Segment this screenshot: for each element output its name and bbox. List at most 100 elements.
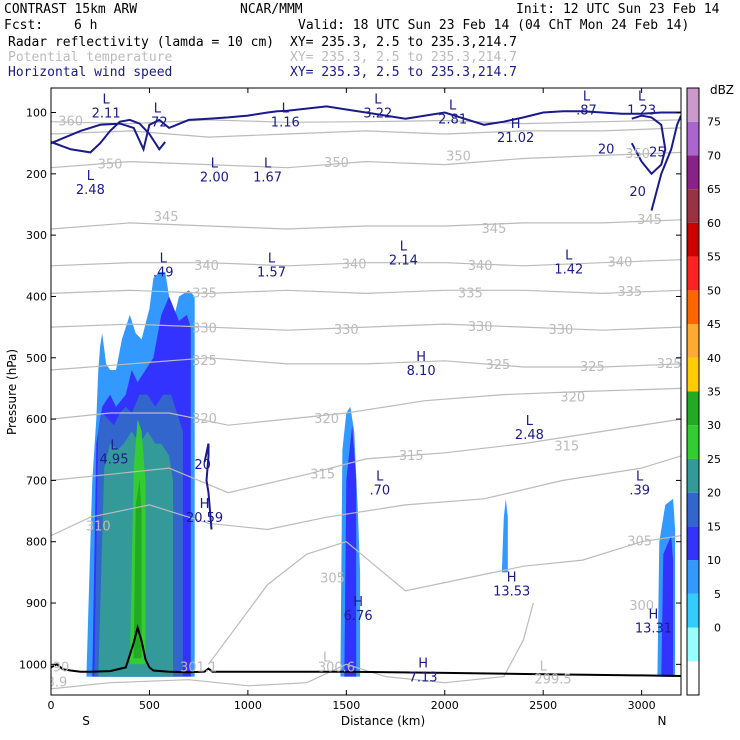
field-3-xy: XY= 235.3, 2.5 to 235.3,214.7 [290,65,517,80]
plot-frame [50,87,682,696]
theta-label-0: 360 [58,115,83,130]
y-tick-label-500: 500 [26,352,47,365]
theta-contours-layer [51,119,681,690]
theta-label-33: 301.1 [180,660,217,675]
wind-label-3: 20 [194,458,211,473]
colorbar-label-45: 45 [707,318,721,331]
field-2-xy: XY= 235.3, 2.5 to 235.3,214.7 [290,50,517,65]
y-tick-label-1000: 1000 [19,658,47,671]
colorbar-label-60: 60 [707,217,721,230]
extremum-value-16: 2.48 [515,428,544,443]
theta-label-18: 330 [548,323,573,338]
y-tick-label-900: 900 [26,597,47,610]
extremum-L-marker-13: L [400,239,408,254]
init-time: Init: 12 UTC Sun 23 Feb 14 [516,2,720,17]
theta-label-10: 340 [468,259,493,274]
extremum-H-marker-23: H [649,607,659,622]
colorbar-swatch-9 [687,357,699,392]
theta-contour-330 [51,323,681,331]
extremum-L-marker-17: L [110,439,118,454]
extremum-H-marker-22: H [353,595,363,610]
reflectivity-area-6 [661,535,674,677]
theta-label-13: 335 [458,286,483,301]
x-end-label-north: N [658,714,667,728]
extremum-L-marker-12: L [268,252,276,267]
x-tick-label-1000: 1000 [234,699,262,712]
theta-label-28: 315 [554,440,579,455]
colorbar-label-70: 70 [707,149,721,162]
extremum-value-8: 2.48 [76,183,105,198]
extremum-H-marker-7: H [511,117,521,132]
theta-label-17: 330 [468,320,493,335]
extremum-H-marker-24: H [418,656,428,671]
colorbar-label-55: 55 [707,251,721,264]
field-2-name: Potential temperature [8,50,173,65]
theta-label-1: 350 [98,158,123,173]
y-tick-label-600: 600 [26,413,47,426]
y-tick-label-700: 700 [26,474,47,487]
theta-label-36: 290 [44,660,69,675]
wind-contour-4 [203,443,213,530]
extremum-L-marker-25: L [323,650,331,665]
extremum-value-23: 13.31 [635,621,672,636]
extremum-L-marker-8: L [87,169,95,184]
colorbar-label-5: 5 [714,588,721,601]
theta-contour-350 [51,151,681,169]
model-title: CONTRAST 15km ARW [4,2,138,17]
wind-labels-layer: 20 25 20 20 [194,142,665,473]
colorbar-label-65: 65 [707,183,721,196]
extremum-L-marker-9: L [211,157,219,172]
colorbar-label-0: 0 [714,622,721,635]
theta-label-32: 300 [629,599,654,614]
colorbar-label-50: 50 [707,284,721,297]
colorbar-label-35: 35 [707,386,721,399]
valid-time: Valid: 18 UTC Sun 23 Feb 14 (04 ChT Mon … [298,18,690,33]
y-tick-label-300: 300 [26,229,47,242]
wind-label-2: 20 [629,185,646,200]
theta-contour-335 [51,289,681,295]
extremum-L-marker-2: L [282,102,290,117]
wind-contour-3 [650,115,681,211]
theta-label-25: 320 [560,391,585,406]
extremum-L-marker-6: L [638,89,646,104]
colorbar-label-40: 40 [707,352,721,365]
colorbar-swatch-8 [687,391,699,426]
fcst-value: 6 h [74,18,98,33]
colorbar-swatch-15 [687,155,699,190]
theta-label-8: 340 [194,259,219,274]
extremum-L-marker-5: L [583,89,591,104]
theta-label-3: 350 [446,150,471,165]
extremum-value-2: 1.16 [271,116,300,131]
extremum-L-marker-19: L [376,469,384,484]
theta-label-29: 310 [86,519,111,534]
extremum-value-17: 4.95 [100,453,129,468]
fcst-label: Fcst: [4,18,44,33]
colorbar-label-25: 25 [707,453,721,466]
colorbar-label-75: 75 [707,116,721,129]
reflectivity-layer [86,271,676,677]
extremum-value-22: 6.76 [344,609,373,624]
colorbar-unit: dBZ [710,83,734,97]
colorbar-label-10: 10 [707,554,721,567]
theta-label-14: 335 [617,285,642,300]
y-tick-label-400: 400 [26,290,47,303]
colorbar-swatch-12 [687,256,699,291]
extremum-L-marker-1: L [154,102,162,117]
theta-label-21: 325 [580,360,605,375]
extremum-L-marker-14: L [565,249,573,264]
x-end-label-south: S [82,714,90,728]
theta-label-4: 350 [625,147,650,162]
theta-label-35: 299.5 [534,673,571,688]
y-tick-label-100: 100 [26,107,47,120]
x-axis-label: Distance (km) [341,714,425,728]
extremum-value-1: .72 [147,116,168,131]
colorbar-swatch-3 [687,560,699,594]
extremum-value-4: 2.81 [438,112,467,127]
extremum-value-11: .49 [153,266,174,281]
colorbar-swatch-16 [687,121,699,156]
org-label: NCAR/MMM [240,2,303,17]
extremum-value-9: 2.00 [200,171,229,186]
extremum-value-21: 13.53 [493,585,530,600]
extremum-value-14: 1.42 [554,263,583,278]
theta-contour-345 [51,219,681,230]
